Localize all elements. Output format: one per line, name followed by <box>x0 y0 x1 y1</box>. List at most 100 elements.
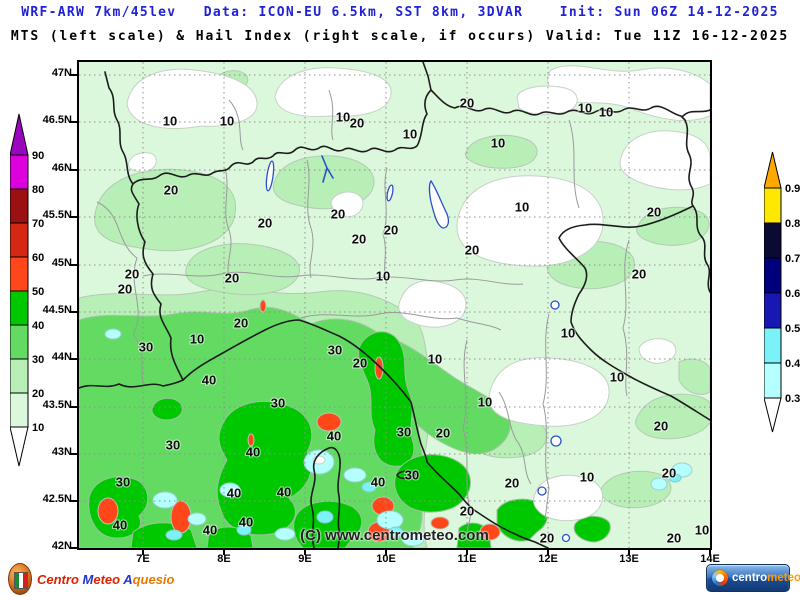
model-title-line: WRF-ARW 7km/45lev Data: ICON-EU 6.5km, S… <box>21 5 779 20</box>
svg-text:30: 30 <box>32 354 44 366</box>
svg-text:20: 20 <box>505 476 519 491</box>
lat-axis-tick <box>71 264 77 266</box>
mts-colorbar: 90 80 70 60 50 40 30 20 10 <box>10 113 44 467</box>
aquesio-logo-icon <box>8 563 32 595</box>
lake-maggiore <box>265 160 275 192</box>
svg-text:30: 30 <box>271 396 285 411</box>
svg-text:10: 10 <box>515 200 529 215</box>
svg-text:10: 10 <box>491 136 505 151</box>
lat-axis-label: 42.5N <box>42 493 72 505</box>
svg-text:20: 20 <box>654 419 668 434</box>
lat-axis-label: 43N <box>51 446 72 458</box>
lake-garda <box>428 179 450 229</box>
svg-text:20: 20 <box>352 232 366 247</box>
svg-text:30: 30 <box>139 340 153 355</box>
svg-text:20: 20 <box>32 388 44 400</box>
svg-text:0.9: 0.9 <box>785 183 800 195</box>
svg-text:40: 40 <box>227 486 241 501</box>
lake-como <box>321 155 334 183</box>
lake-trasimeno <box>550 435 562 447</box>
lon-axis-tick <box>466 549 468 555</box>
centrometeo-logo-button[interactable]: centrometeo <box>706 564 800 592</box>
italian-flag-icon <box>14 572 28 589</box>
svg-text:40: 40 <box>246 445 260 460</box>
lat-axis-label: 44.5N <box>42 304 72 316</box>
svg-text:40: 40 <box>202 373 216 388</box>
svg-text:10: 10 <box>428 352 442 367</box>
lakes <box>265 155 571 543</box>
lake-bolsena <box>537 486 547 496</box>
lat-axis-tick <box>71 121 77 123</box>
lon-axis-tick <box>385 549 387 555</box>
svg-text:20: 20 <box>118 282 132 297</box>
national-borders-coastlines <box>79 62 710 548</box>
svg-text:50: 50 <box>32 286 44 298</box>
lon-axis-tick <box>709 549 711 555</box>
centrometeo-swirl-icon <box>712 570 728 586</box>
centro-meteo-aquesio-logo[interactable]: Centro Meteo Aquesio <box>8 562 175 596</box>
lat-axis-label: 44N <box>51 351 72 363</box>
border-istria <box>692 205 710 293</box>
lat-axis-label: 46N <box>51 162 72 174</box>
lat-axis-label: 45.5N <box>42 209 72 221</box>
svg-text:0.7: 0.7 <box>785 253 800 265</box>
logo-text-part: centro <box>732 572 768 584</box>
svg-text:20: 20 <box>234 316 248 331</box>
map-frame: 10 10 10 20 20 10 10 10 10 20 20 20 20 20 10 20 20 20 20 10… <box>77 60 712 550</box>
svg-text:40: 40 <box>327 429 341 444</box>
lat-axis-tick <box>71 453 77 455</box>
adriatic-coastline <box>558 205 710 421</box>
valid-title-line: MTS (left scale) & Hail Index (right sca… <box>10 29 790 44</box>
lat-axis-tick <box>71 547 77 549</box>
lon-axis-label: 13E <box>619 553 639 565</box>
svg-text:30: 30 <box>328 343 342 358</box>
svg-text:20: 20 <box>460 504 474 519</box>
logo-text-part: Centro <box>37 571 83 587</box>
lon-axis-tick <box>304 549 306 555</box>
logo-text-part: quesio <box>132 571 175 587</box>
border-branch-north <box>422 62 432 91</box>
svg-text:30: 30 <box>405 468 419 483</box>
lon-axis-label: 11E <box>457 553 477 565</box>
svg-text:10: 10 <box>220 114 234 129</box>
svg-text:0.8: 0.8 <box>785 218 800 230</box>
centrometeo-logo-text: centrometeo <box>732 572 800 584</box>
svg-text:30: 30 <box>166 438 180 453</box>
svg-text:40: 40 <box>203 523 217 538</box>
corsica-coastline <box>310 446 341 548</box>
svg-text:20: 20 <box>662 466 676 481</box>
lat-axis-label: 46.5N <box>42 114 72 126</box>
lat-axis-tick <box>71 311 77 313</box>
border-branch-west <box>104 71 134 185</box>
svg-text:20: 20 <box>436 426 450 441</box>
lon-axis-label: 12E <box>538 553 558 565</box>
logo-text-part: M <box>82 571 94 587</box>
lon-axis-tick <box>628 549 630 555</box>
svg-text:10: 10 <box>599 105 613 120</box>
contour-fill-white-lt10 <box>126 65 710 522</box>
svg-text:10: 10 <box>578 101 592 116</box>
svg-text:0.6: 0.6 <box>785 288 800 300</box>
svg-text:80: 80 <box>32 184 44 196</box>
logo-text-part: eteo <box>93 571 124 587</box>
lat-axis-tick <box>71 169 77 171</box>
svg-text:0.4: 0.4 <box>785 358 800 370</box>
lake-bracciano <box>561 533 571 543</box>
border-austria-east <box>682 109 710 117</box>
lon-axis-tick <box>223 549 225 555</box>
svg-text:0.3: 0.3 <box>785 393 800 405</box>
lon-axis-tick <box>142 549 144 555</box>
lat-axis-tick <box>71 406 77 408</box>
svg-text:40: 40 <box>113 518 127 533</box>
admin-borders <box>96 89 630 533</box>
lon-axis-label: 10E <box>376 553 396 565</box>
watermark: (C) www.centrometeo.com <box>300 527 489 544</box>
lat-axis-tick <box>71 358 77 360</box>
svg-text:40: 40 <box>32 320 44 332</box>
svg-text:20: 20 <box>350 116 364 131</box>
lon-axis-label: 7E <box>136 553 150 565</box>
contour-fill-40 <box>88 97 699 548</box>
svg-text:10: 10 <box>478 395 492 410</box>
